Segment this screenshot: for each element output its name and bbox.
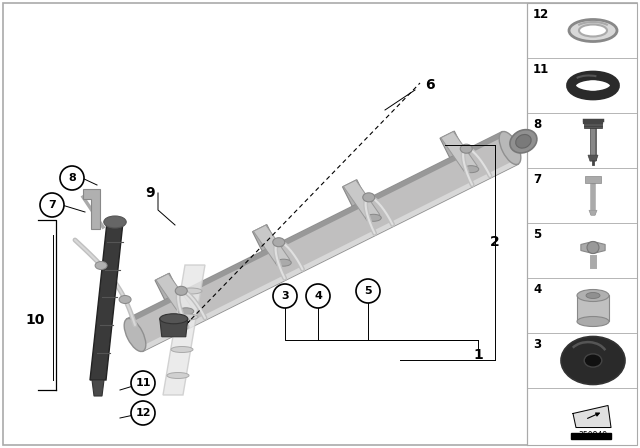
Ellipse shape bbox=[167, 372, 189, 379]
Ellipse shape bbox=[175, 286, 188, 295]
Ellipse shape bbox=[176, 314, 198, 320]
Circle shape bbox=[306, 284, 330, 308]
FancyBboxPatch shape bbox=[3, 3, 637, 445]
Text: 5: 5 bbox=[364, 286, 372, 296]
Ellipse shape bbox=[577, 289, 609, 302]
Ellipse shape bbox=[561, 336, 625, 384]
Text: 7: 7 bbox=[48, 200, 56, 210]
Text: 6: 6 bbox=[425, 78, 435, 92]
Text: 4: 4 bbox=[314, 291, 322, 301]
Circle shape bbox=[131, 371, 155, 395]
Ellipse shape bbox=[179, 308, 194, 315]
Polygon shape bbox=[141, 159, 518, 351]
Ellipse shape bbox=[460, 144, 472, 153]
Polygon shape bbox=[253, 224, 276, 251]
Polygon shape bbox=[83, 189, 100, 229]
Text: 10: 10 bbox=[26, 313, 45, 327]
Text: 350849: 350849 bbox=[579, 431, 607, 439]
Ellipse shape bbox=[499, 132, 521, 164]
Polygon shape bbox=[92, 380, 104, 396]
FancyBboxPatch shape bbox=[585, 176, 601, 183]
Circle shape bbox=[40, 193, 64, 217]
Ellipse shape bbox=[124, 319, 146, 352]
FancyBboxPatch shape bbox=[527, 3, 637, 445]
Ellipse shape bbox=[586, 293, 600, 298]
Circle shape bbox=[60, 166, 84, 190]
Text: 11: 11 bbox=[533, 63, 549, 76]
Ellipse shape bbox=[119, 296, 131, 303]
Circle shape bbox=[587, 241, 599, 254]
Ellipse shape bbox=[584, 354, 602, 367]
Ellipse shape bbox=[569, 20, 617, 42]
Polygon shape bbox=[588, 155, 598, 161]
Polygon shape bbox=[440, 131, 464, 158]
Polygon shape bbox=[573, 405, 611, 427]
Circle shape bbox=[131, 401, 155, 425]
Polygon shape bbox=[441, 132, 477, 172]
Text: 7: 7 bbox=[533, 173, 541, 186]
Text: 4: 4 bbox=[533, 283, 541, 296]
Polygon shape bbox=[581, 241, 605, 254]
Ellipse shape bbox=[366, 214, 381, 221]
Ellipse shape bbox=[577, 316, 609, 327]
Circle shape bbox=[273, 284, 297, 308]
Text: 2: 2 bbox=[490, 235, 500, 249]
Text: 8: 8 bbox=[68, 173, 76, 183]
Polygon shape bbox=[344, 180, 380, 221]
Polygon shape bbox=[253, 225, 290, 266]
Ellipse shape bbox=[463, 166, 479, 172]
Ellipse shape bbox=[160, 314, 188, 324]
Polygon shape bbox=[90, 222, 123, 380]
Ellipse shape bbox=[516, 134, 531, 148]
Polygon shape bbox=[160, 319, 188, 337]
Polygon shape bbox=[156, 274, 193, 314]
Polygon shape bbox=[127, 132, 518, 351]
Text: 12: 12 bbox=[135, 408, 151, 418]
Ellipse shape bbox=[582, 81, 604, 90]
Ellipse shape bbox=[571, 76, 615, 95]
Text: 11: 11 bbox=[135, 378, 151, 388]
Ellipse shape bbox=[579, 25, 607, 36]
Text: 5: 5 bbox=[533, 228, 541, 241]
Polygon shape bbox=[589, 210, 597, 215]
FancyBboxPatch shape bbox=[584, 120, 602, 128]
Text: 3: 3 bbox=[533, 338, 541, 351]
Polygon shape bbox=[342, 180, 367, 207]
Ellipse shape bbox=[276, 259, 291, 266]
Text: 3: 3 bbox=[281, 291, 289, 301]
Text: 9: 9 bbox=[145, 186, 155, 200]
Polygon shape bbox=[155, 273, 179, 300]
Text: 1: 1 bbox=[473, 348, 483, 362]
Ellipse shape bbox=[104, 216, 126, 228]
Ellipse shape bbox=[180, 288, 202, 294]
Ellipse shape bbox=[273, 238, 285, 247]
Ellipse shape bbox=[95, 262, 107, 270]
Ellipse shape bbox=[510, 129, 537, 153]
Circle shape bbox=[356, 279, 380, 303]
Text: 12: 12 bbox=[533, 8, 549, 21]
Text: 8: 8 bbox=[533, 118, 541, 131]
Ellipse shape bbox=[171, 346, 193, 353]
FancyBboxPatch shape bbox=[577, 296, 609, 322]
Ellipse shape bbox=[363, 193, 375, 202]
Polygon shape bbox=[163, 265, 205, 395]
Polygon shape bbox=[571, 434, 611, 439]
Polygon shape bbox=[127, 132, 504, 323]
